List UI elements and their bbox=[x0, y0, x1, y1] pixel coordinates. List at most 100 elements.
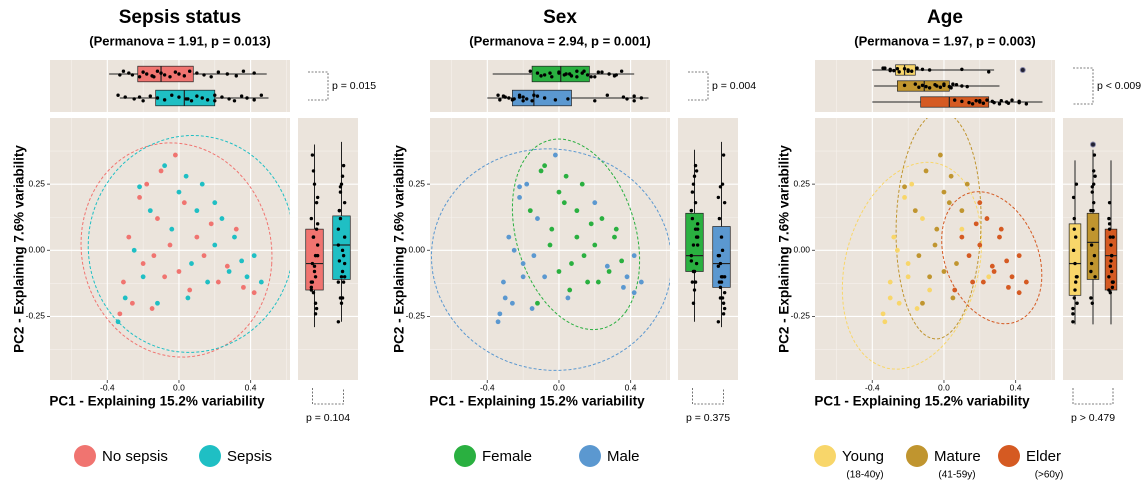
point bbox=[563, 173, 569, 179]
jitter-point bbox=[188, 69, 192, 73]
point bbox=[169, 226, 175, 232]
point bbox=[905, 274, 911, 280]
point bbox=[538, 168, 544, 174]
jitter-point bbox=[315, 222, 320, 226]
chart-subtitle: (Permanova = 1.97, p = 0.003) bbox=[854, 33, 1035, 48]
jitter-point bbox=[694, 169, 699, 173]
x-tick-label: 0.0 bbox=[938, 382, 950, 392]
point bbox=[524, 181, 530, 187]
jitter-point bbox=[691, 301, 696, 305]
point bbox=[176, 189, 182, 195]
x-tick-label: 0.4 bbox=[625, 382, 637, 392]
point bbox=[129, 300, 135, 306]
jitter-point bbox=[1071, 320, 1075, 324]
jitter-point bbox=[691, 182, 696, 186]
confidence-ellipse bbox=[430, 148, 670, 371]
jitter-point bbox=[338, 185, 343, 189]
jitter-point bbox=[177, 95, 181, 99]
point bbox=[1006, 284, 1011, 290]
point bbox=[506, 234, 512, 240]
bracket bbox=[688, 71, 709, 101]
chart-title: Sex bbox=[543, 7, 577, 28]
point bbox=[552, 152, 558, 158]
point bbox=[194, 208, 200, 214]
jitter-point bbox=[309, 285, 314, 290]
point bbox=[932, 242, 938, 248]
point bbox=[187, 287, 193, 293]
bracket bbox=[308, 71, 329, 101]
point bbox=[599, 216, 605, 221]
box bbox=[685, 212, 704, 272]
jitter-point bbox=[252, 98, 256, 102]
point bbox=[880, 311, 886, 317]
point bbox=[959, 208, 965, 214]
jitter-point bbox=[530, 99, 534, 103]
jitter-point bbox=[310, 153, 315, 157]
jitter-point bbox=[960, 67, 964, 72]
jitter-point bbox=[562, 73, 567, 77]
point bbox=[950, 295, 956, 301]
jitter-point bbox=[693, 227, 698, 231]
jitter-point bbox=[691, 269, 696, 274]
point bbox=[595, 279, 601, 285]
jitter-point bbox=[575, 69, 579, 73]
jitter-point bbox=[913, 82, 917, 86]
jitter-point bbox=[632, 94, 636, 98]
x-tick-label: -0.4 bbox=[480, 382, 495, 392]
point bbox=[916, 253, 922, 259]
x-tick-label: 0.4 bbox=[1010, 382, 1022, 392]
point bbox=[251, 290, 257, 296]
box bbox=[512, 89, 572, 107]
point bbox=[588, 221, 594, 227]
jitter-point bbox=[315, 243, 320, 247]
jitter-point bbox=[314, 306, 319, 311]
point bbox=[934, 226, 940, 232]
point bbox=[973, 221, 979, 227]
point bbox=[244, 274, 250, 280]
jitter-point bbox=[1071, 312, 1075, 316]
jitter-point bbox=[902, 67, 907, 71]
jitter-point bbox=[927, 86, 932, 90]
jitter-point bbox=[1093, 275, 1097, 279]
point bbox=[542, 163, 548, 169]
point bbox=[149, 306, 155, 311]
jitter-point bbox=[915, 66, 919, 70]
jitter-point bbox=[1107, 275, 1111, 279]
jitter-point bbox=[917, 85, 921, 89]
confidence-ellipse bbox=[941, 191, 1043, 325]
jitter-point bbox=[619, 69, 624, 73]
plot-area bbox=[80, 134, 290, 358]
jitter-point bbox=[1074, 280, 1078, 284]
point bbox=[144, 181, 150, 187]
jitter-point bbox=[722, 306, 727, 311]
point bbox=[131, 247, 137, 253]
point bbox=[232, 234, 237, 240]
jitter-point bbox=[719, 235, 724, 239]
jitter-point bbox=[168, 75, 172, 79]
jitter-point bbox=[338, 216, 343, 221]
point bbox=[927, 287, 933, 293]
jitter-point bbox=[1075, 301, 1079, 305]
outlier bbox=[1090, 141, 1096, 148]
jitter-point bbox=[510, 98, 515, 102]
jitter-point bbox=[311, 290, 316, 295]
point bbox=[923, 168, 929, 174]
jitter-point bbox=[1091, 227, 1095, 231]
jitter-point bbox=[566, 97, 570, 101]
jitter-point bbox=[691, 243, 696, 247]
legend-label: Male bbox=[607, 448, 640, 465]
jitter-point bbox=[985, 98, 989, 102]
jitter-point bbox=[517, 95, 522, 99]
point bbox=[556, 269, 562, 274]
jitter-point bbox=[337, 208, 342, 213]
jitter-point bbox=[992, 100, 996, 105]
outlier bbox=[1019, 67, 1026, 73]
jitter-point bbox=[312, 182, 317, 186]
jitter-point bbox=[716, 264, 721, 268]
jitter-point bbox=[1072, 296, 1076, 300]
jitter-point bbox=[596, 70, 601, 74]
jitter-point bbox=[600, 70, 604, 74]
jitter-point bbox=[695, 243, 700, 247]
jitter-point bbox=[1072, 227, 1076, 231]
jitter-point bbox=[1089, 269, 1093, 274]
